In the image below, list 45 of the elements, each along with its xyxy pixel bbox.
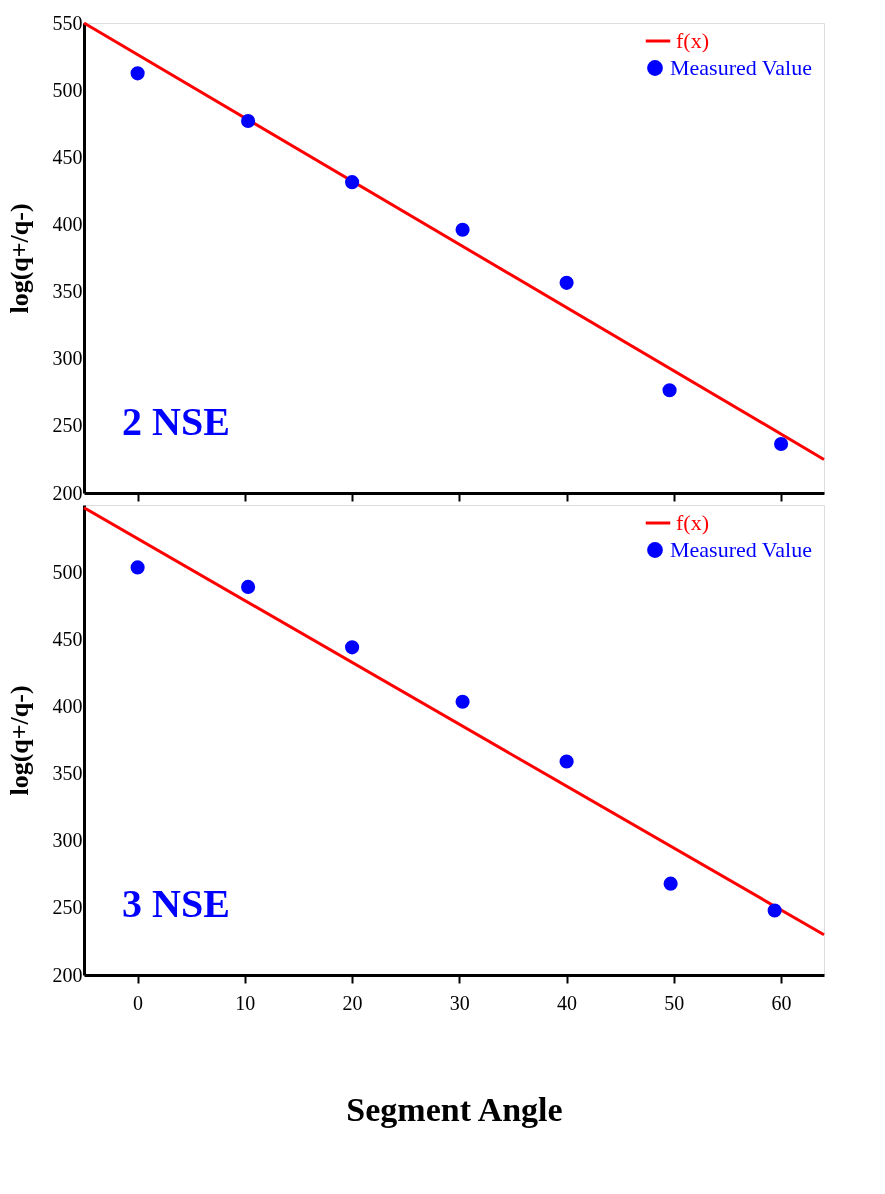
- legend-label: Measured Value: [670, 55, 812, 80]
- y-tick-label: 400: [52, 212, 83, 235]
- y-tick-label: 350: [52, 280, 83, 303]
- y-tick-label: 300: [52, 829, 83, 852]
- x-tick-label: 0: [133, 991, 144, 1014]
- point: [559, 754, 574, 769]
- x-tick-label: 10: [235, 991, 256, 1014]
- y-tick-label: 500: [52, 560, 83, 583]
- point: [767, 903, 782, 918]
- y-tick-label: 300: [52, 347, 83, 370]
- annotation: 3 NSE: [122, 881, 230, 926]
- x-tick-label: 60: [771, 991, 792, 1014]
- legend-label: f(x): [676, 510, 709, 535]
- y-tick-label: 200: [52, 481, 83, 504]
- legend-label: f(x): [676, 28, 709, 53]
- y-tick-label: 450: [52, 145, 83, 168]
- point: [662, 383, 677, 398]
- x-tick-label: 20: [342, 991, 363, 1014]
- y-tick-label: 200: [52, 963, 83, 986]
- y-axis-title: log(q+/q-): [4, 685, 34, 796]
- point: [663, 876, 678, 891]
- point: [241, 579, 256, 594]
- x-axis-title: Segment Angle: [346, 1090, 563, 1128]
- y-tick-label: 400: [52, 694, 83, 717]
- x-tick-label: 30: [449, 991, 470, 1014]
- y-tick-label: 350: [52, 762, 83, 785]
- point: [559, 275, 574, 290]
- point: [345, 640, 360, 655]
- y-tick-label: 500: [52, 78, 83, 101]
- legend-label: Measured Value: [670, 537, 812, 562]
- point: [130, 66, 145, 81]
- x-tick-label: 50: [664, 991, 685, 1014]
- point: [241, 113, 256, 129]
- y-axis-title: log(q+/q-): [4, 203, 34, 314]
- point: [455, 222, 470, 237]
- y-tick-label: 250: [52, 896, 83, 919]
- point: [130, 560, 145, 575]
- y-tick-label: 250: [52, 414, 83, 437]
- annotation: 2 NSE: [122, 399, 230, 444]
- x-tick-label: 40: [557, 991, 578, 1014]
- y-tick-label: 550: [52, 11, 83, 34]
- y-tick-label: 450: [52, 627, 83, 650]
- point: [774, 436, 789, 452]
- point: [455, 694, 470, 709]
- point: [345, 175, 360, 190]
